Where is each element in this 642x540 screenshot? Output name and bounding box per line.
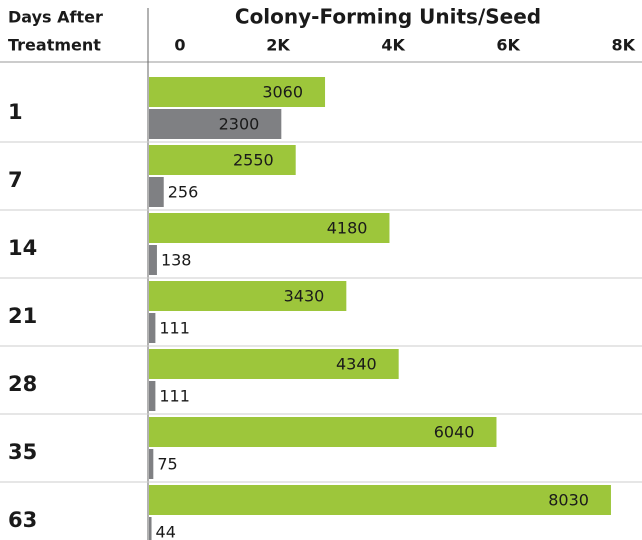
value-label: 2300 [219,115,260,134]
value-label: 138 [161,251,192,270]
bar [149,177,164,207]
category-header: Days After [8,8,103,27]
value-label: 8030 [548,491,589,510]
category-label: 14 [8,236,37,260]
value-label: 44 [156,523,176,540]
value-label: 2550 [233,151,274,170]
bar [149,313,156,343]
bar [149,417,497,447]
value-label: 111 [159,387,190,406]
value-label: 4180 [327,219,368,238]
chart-title: Colony-Forming Units/Seed [235,5,541,29]
x-tick-label: 8K [611,36,635,55]
x-tick-label: 2K [266,36,290,55]
bar [149,213,390,243]
bar [149,349,399,379]
value-label: 6040 [434,423,475,442]
bar [149,381,156,411]
category-label: 7 [8,168,23,192]
value-label: 256 [168,183,199,202]
value-label: 75 [157,455,177,474]
bar [149,245,157,275]
value-label: 4340 [336,355,377,374]
bar [149,485,611,515]
bar [149,145,296,175]
category-label: 63 [8,508,37,532]
bar [149,517,152,540]
bar [149,109,282,139]
category-label: 35 [8,440,37,464]
x-tick-label: 4K [381,36,405,55]
value-label: 3430 [284,287,325,306]
x-tick-label: 0 [174,36,185,55]
category-header: Treatment [8,36,101,55]
bar [149,77,326,107]
bar [149,449,154,479]
value-label: 3060 [262,83,303,102]
category-label: 1 [8,100,23,124]
value-label: 111 [159,319,190,338]
category-label: 28 [8,372,37,396]
category-label: 21 [8,304,37,328]
bar [149,281,347,311]
x-tick-label: 6K [496,36,520,55]
